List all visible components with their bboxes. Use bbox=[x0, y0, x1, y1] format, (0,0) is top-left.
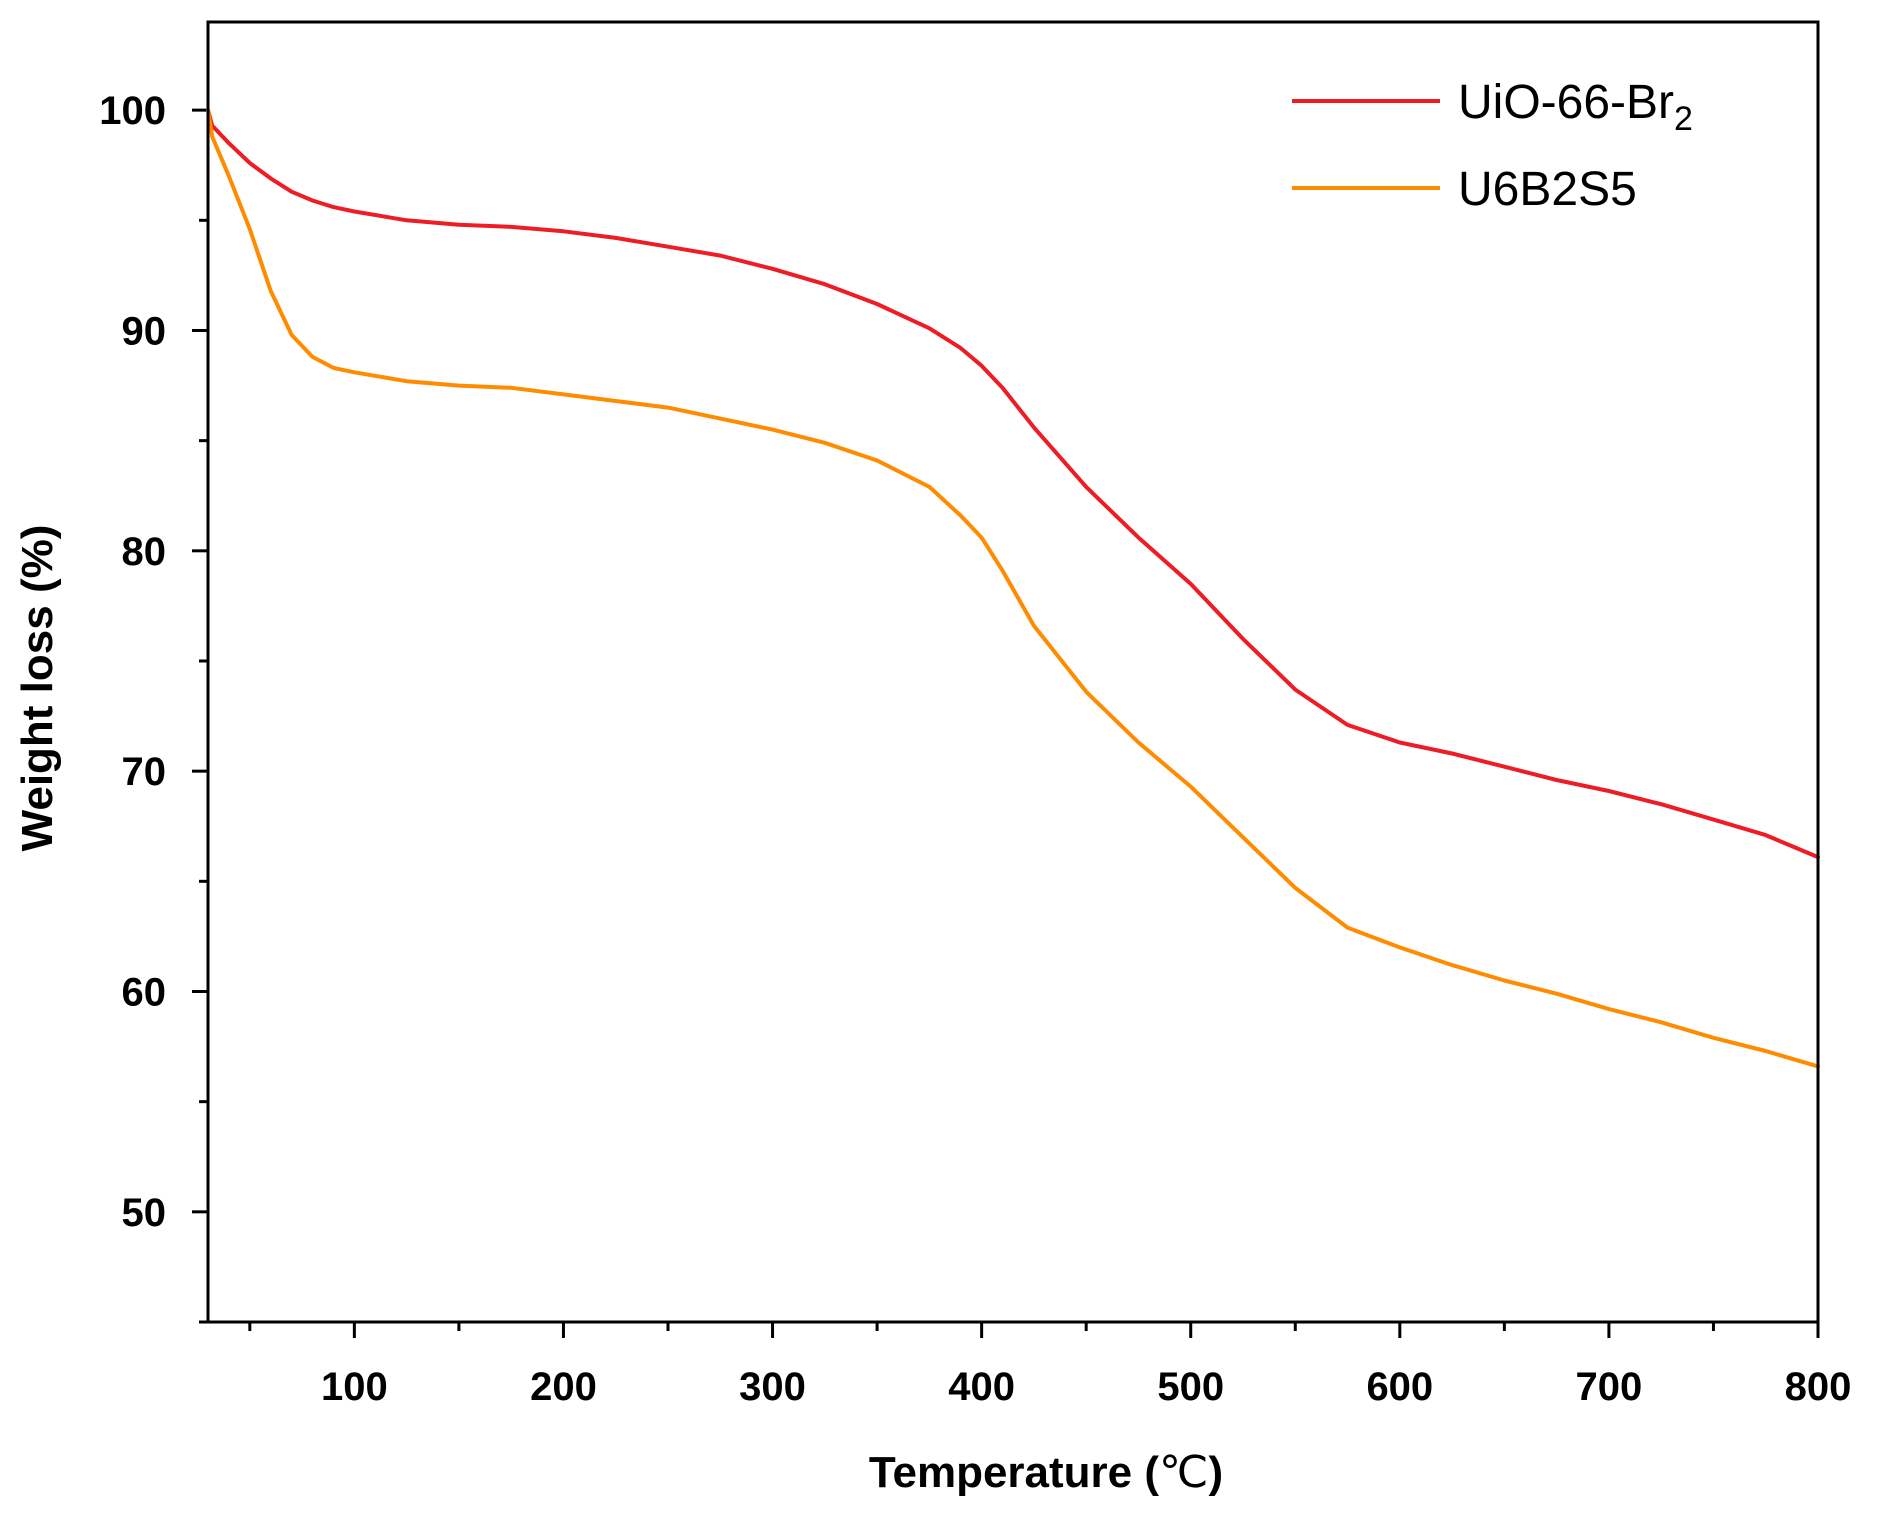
series-line-1 bbox=[206, 108, 1820, 1069]
legend-label-uio-66-br2: UiO-66-Br2 bbox=[1458, 76, 1693, 138]
x-tick-label: 200 bbox=[530, 1365, 597, 1409]
y-tick-label: 50 bbox=[122, 1191, 167, 1235]
legend: UiO-66-Br2 U6B2S5 bbox=[1292, 76, 1693, 216]
legend-label-u6b2s5: U6B2S5 bbox=[1458, 163, 1637, 216]
x-tick-label: 800 bbox=[1785, 1365, 1852, 1409]
x-tick-label: 700 bbox=[1576, 1365, 1643, 1409]
x-axis-ticks bbox=[248, 1322, 1820, 1338]
x-tick-label: 500 bbox=[1157, 1365, 1224, 1409]
y-axis-ticks bbox=[192, 108, 208, 1324]
x-tick-label: 600 bbox=[1366, 1365, 1433, 1409]
y-axis-title: Weight loss (%) bbox=[13, 525, 62, 852]
x-tick-label: 100 bbox=[321, 1365, 388, 1409]
series-lines bbox=[206, 108, 1820, 1069]
plot-frame bbox=[206, 20, 1820, 1324]
y-tick-label: 100 bbox=[99, 89, 166, 133]
series-line-0 bbox=[206, 108, 1820, 860]
x-axis-title: Temperature (℃) bbox=[869, 1448, 1223, 1497]
x-axis-tick-labels: 100 200 300 400 500 600 700 800 bbox=[321, 1365, 1851, 1409]
x-axis-unit: ℃ bbox=[1159, 1448, 1208, 1497]
y-tick-label: 80 bbox=[122, 530, 167, 574]
x-tick-label: 400 bbox=[948, 1365, 1015, 1409]
x-tick-label: 300 bbox=[739, 1365, 806, 1409]
y-tick-label: 60 bbox=[122, 970, 167, 1014]
y-tick-label: 70 bbox=[122, 750, 167, 794]
y-tick-label: 90 bbox=[122, 309, 167, 353]
y-axis-tick-labels: 50 60 70 80 90 100 bbox=[99, 89, 166, 1235]
